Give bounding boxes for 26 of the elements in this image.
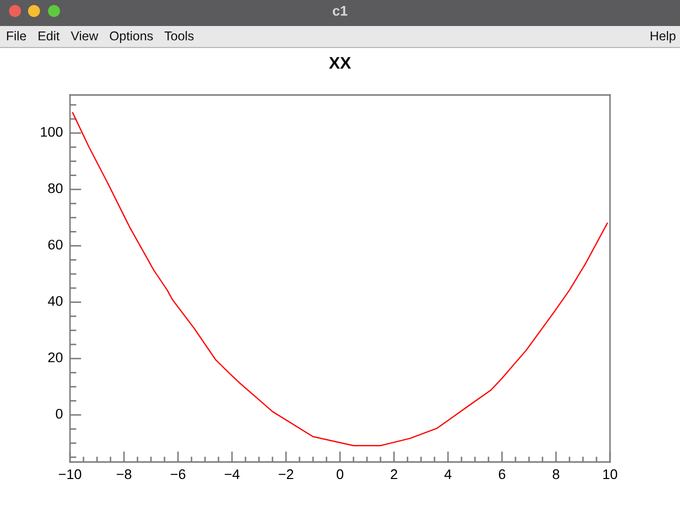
y-tick-label: 0 xyxy=(56,408,63,419)
text: View xyxy=(70,31,98,40)
y-tick-label: 60 xyxy=(48,240,63,250)
x-tick-label: 4 xyxy=(444,469,452,480)
text: Edit xyxy=(38,31,60,40)
x-tick-label: −4 xyxy=(224,469,240,480)
x-tick-label: 0 xyxy=(336,469,344,480)
text: File xyxy=(7,31,26,40)
line-series xyxy=(72,112,608,446)
y-tick-label: 40 xyxy=(48,296,63,306)
text: Options xyxy=(110,31,153,43)
text: Tools xyxy=(164,31,194,40)
x-tick-label: 8 xyxy=(552,469,560,480)
x-tick-label: −2 xyxy=(278,469,294,480)
x-tick-label: −6 xyxy=(170,469,186,480)
text: Help xyxy=(650,31,676,43)
y-tick-label: 20 xyxy=(48,352,63,362)
x-tick-label: −8 xyxy=(116,469,132,480)
x-tick-label: 6 xyxy=(498,469,506,480)
x-tick-label: 2 xyxy=(390,469,398,480)
x-tick-label: 10 xyxy=(603,469,618,480)
text: c1 xyxy=(332,6,348,16)
chart-title: XX xyxy=(329,57,351,69)
x-tick-label: −10 xyxy=(58,469,82,480)
y-tick-label: 80 xyxy=(48,183,63,194)
y-tick-label: 100 xyxy=(40,126,63,137)
